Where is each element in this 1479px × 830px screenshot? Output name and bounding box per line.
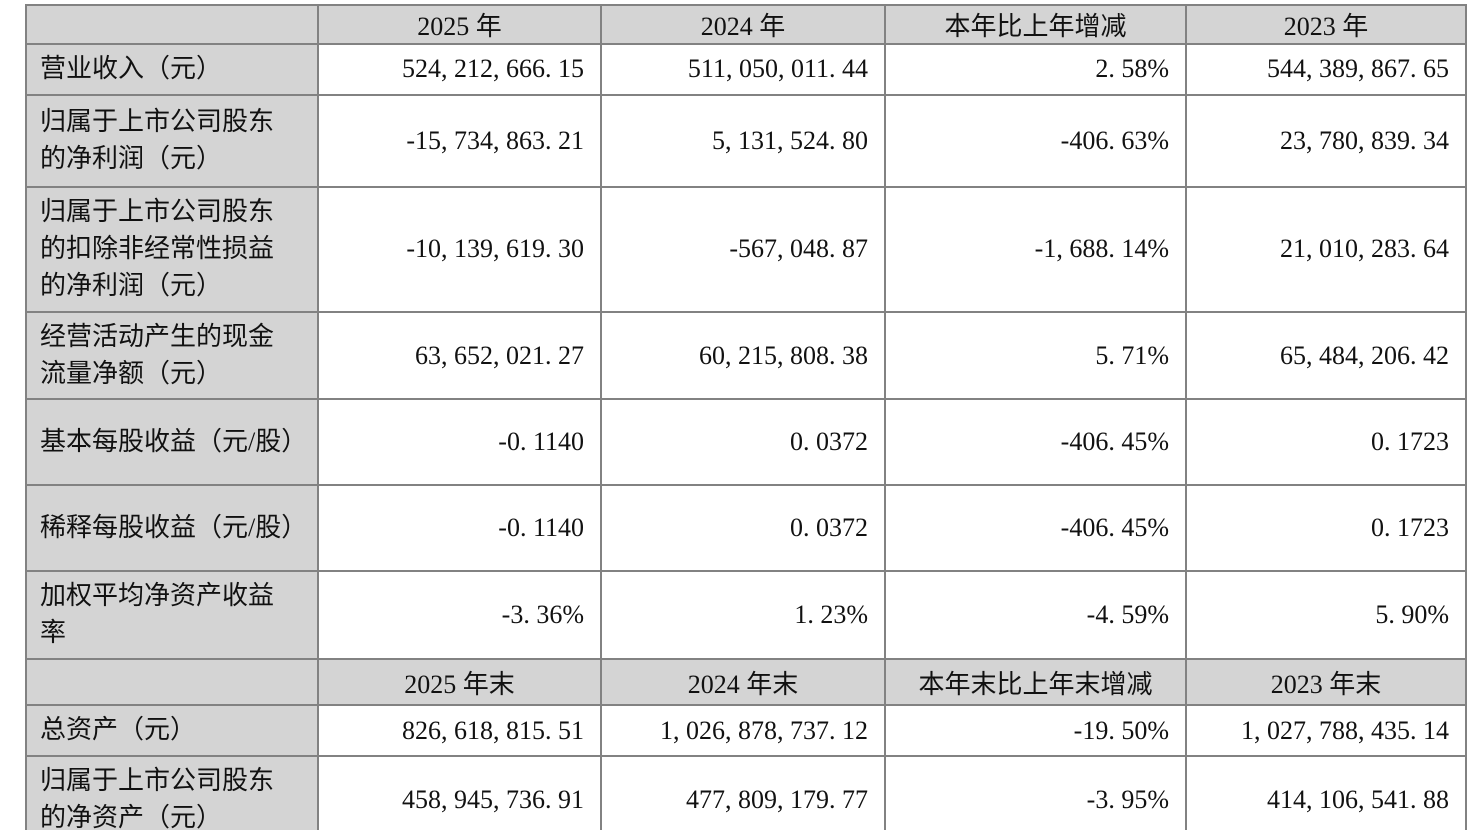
col-header-2023: 2023 年 bbox=[1185, 4, 1467, 45]
value-yoy-change: -406. 63% bbox=[884, 93, 1187, 188]
row-label: 总资产（元） bbox=[25, 704, 319, 758]
value-2023: 0. 1723 bbox=[1185, 398, 1467, 487]
value-2024: 511, 050, 011. 44 bbox=[600, 43, 886, 96]
row-label: 经营活动产生的现金流量净额（元） bbox=[25, 310, 319, 401]
value-2023: 414, 106, 541. 88 bbox=[1185, 755, 1467, 830]
value-2023: 1, 027, 788, 435. 14 bbox=[1185, 704, 1467, 758]
row-label: 归属于上市公司股东的净利润（元） bbox=[25, 93, 319, 188]
value-2025: 826, 618, 815. 51 bbox=[317, 704, 602, 758]
value-2025: 63, 652, 021. 27 bbox=[317, 310, 602, 401]
table-row-net-profit-excl-nonrecurring: 归属于上市公司股东的扣除非经常性损益的净利润（元） -10, 139, 619.… bbox=[25, 185, 1467, 313]
table-row-operating-cash-flow: 经营活动产生的现金流量净额（元） 63, 652, 021. 27 60, 21… bbox=[25, 310, 1467, 401]
value-2024: 1. 23% bbox=[600, 570, 886, 661]
value-2023: 21, 010, 283. 64 bbox=[1185, 185, 1467, 313]
value-yoy-change: -406. 45% bbox=[884, 484, 1187, 573]
col-header-yoy-change: 本年比上年增减 bbox=[884, 4, 1187, 45]
table-row-revenue: 营业收入（元） 524, 212, 666. 15 511, 050, 011.… bbox=[25, 43, 1467, 96]
table-row-net-profit: 归属于上市公司股东的净利润（元） -15, 734, 863. 21 5, 13… bbox=[25, 93, 1467, 188]
col-header-2024-yearend: 2024 年末 bbox=[600, 658, 886, 707]
value-2024: 0. 0372 bbox=[600, 484, 886, 573]
table-row-net-assets: 归属于上市公司股东的净资产（元） 458, 945, 736. 91 477, … bbox=[25, 755, 1467, 830]
col-header-2025-yearend: 2025 年末 bbox=[317, 658, 602, 707]
value-2023: 544, 389, 867. 65 bbox=[1185, 43, 1467, 96]
value-2023: 0. 1723 bbox=[1185, 484, 1467, 573]
value-2025: -0. 1140 bbox=[317, 484, 602, 573]
value-2023: 65, 484, 206. 42 bbox=[1185, 310, 1467, 401]
value-yoy-change: -1, 688. 14% bbox=[884, 185, 1187, 313]
table-row-weighted-avg-roe: 加权平均净资产收益率 -3. 36% 1. 23% -4. 59% 5. 90% bbox=[25, 570, 1467, 661]
value-yoy-change: -19. 50% bbox=[884, 704, 1187, 758]
value-yoy-change: -406. 45% bbox=[884, 398, 1187, 487]
value-2024: -567, 048. 87 bbox=[600, 185, 886, 313]
value-2025: -10, 139, 619. 30 bbox=[317, 185, 602, 313]
corner-cell bbox=[25, 658, 319, 707]
row-label: 营业收入（元） bbox=[25, 43, 319, 96]
col-header-2023-yearend: 2023 年末 bbox=[1185, 658, 1467, 707]
row-label: 稀释每股收益（元/股） bbox=[25, 484, 319, 573]
col-header-yearend-change: 本年末比上年末增减 bbox=[884, 658, 1187, 707]
table-row-period-header: 2025 年 2024 年 本年比上年增减 2023 年 bbox=[25, 4, 1467, 45]
value-2024: 0. 0372 bbox=[600, 398, 886, 487]
value-2025: -0. 1140 bbox=[317, 398, 602, 487]
table-row-basic-eps: 基本每股收益（元/股） -0. 1140 0. 0372 -406. 45% 0… bbox=[25, 398, 1467, 487]
row-label: 基本每股收益（元/股） bbox=[25, 398, 319, 487]
value-2025: 524, 212, 666. 15 bbox=[317, 43, 602, 96]
table-row-diluted-eps: 稀释每股收益（元/股） -0. 1140 0. 0372 -406. 45% 0… bbox=[25, 484, 1467, 573]
col-header-2024: 2024 年 bbox=[600, 4, 886, 45]
value-2024: 1, 026, 878, 737. 12 bbox=[600, 704, 886, 758]
value-2023: 23, 780, 839. 34 bbox=[1185, 93, 1467, 188]
value-yoy-change: -3. 95% bbox=[884, 755, 1187, 830]
value-2024: 5, 131, 524. 80 bbox=[600, 93, 886, 188]
financial-summary-table: 2025 年 2024 年 本年比上年增减 2023 年 营业收入（元） 524… bbox=[25, 4, 1467, 830]
row-label: 归属于上市公司股东的净资产（元） bbox=[25, 755, 319, 830]
value-2024: 477, 809, 179. 77 bbox=[600, 755, 886, 830]
row-label: 加权平均净资产收益率 bbox=[25, 570, 319, 661]
value-yoy-change: -4. 59% bbox=[884, 570, 1187, 661]
value-2025: -3. 36% bbox=[317, 570, 602, 661]
col-header-2025: 2025 年 bbox=[317, 4, 602, 45]
value-yoy-change: 2. 58% bbox=[884, 43, 1187, 96]
corner-cell bbox=[25, 4, 319, 45]
table-row-yearend-header: 2025 年末 2024 年末 本年末比上年末增减 2023 年末 bbox=[25, 658, 1467, 707]
value-2023: 5. 90% bbox=[1185, 570, 1467, 661]
value-yoy-change: 5. 71% bbox=[884, 310, 1187, 401]
value-2024: 60, 215, 808. 38 bbox=[600, 310, 886, 401]
value-2025: 458, 945, 736. 91 bbox=[317, 755, 602, 830]
row-label: 归属于上市公司股东的扣除非经常性损益的净利润（元） bbox=[25, 185, 319, 313]
table-row-total-assets: 总资产（元） 826, 618, 815. 51 1, 026, 878, 73… bbox=[25, 704, 1467, 758]
value-2025: -15, 734, 863. 21 bbox=[317, 93, 602, 188]
